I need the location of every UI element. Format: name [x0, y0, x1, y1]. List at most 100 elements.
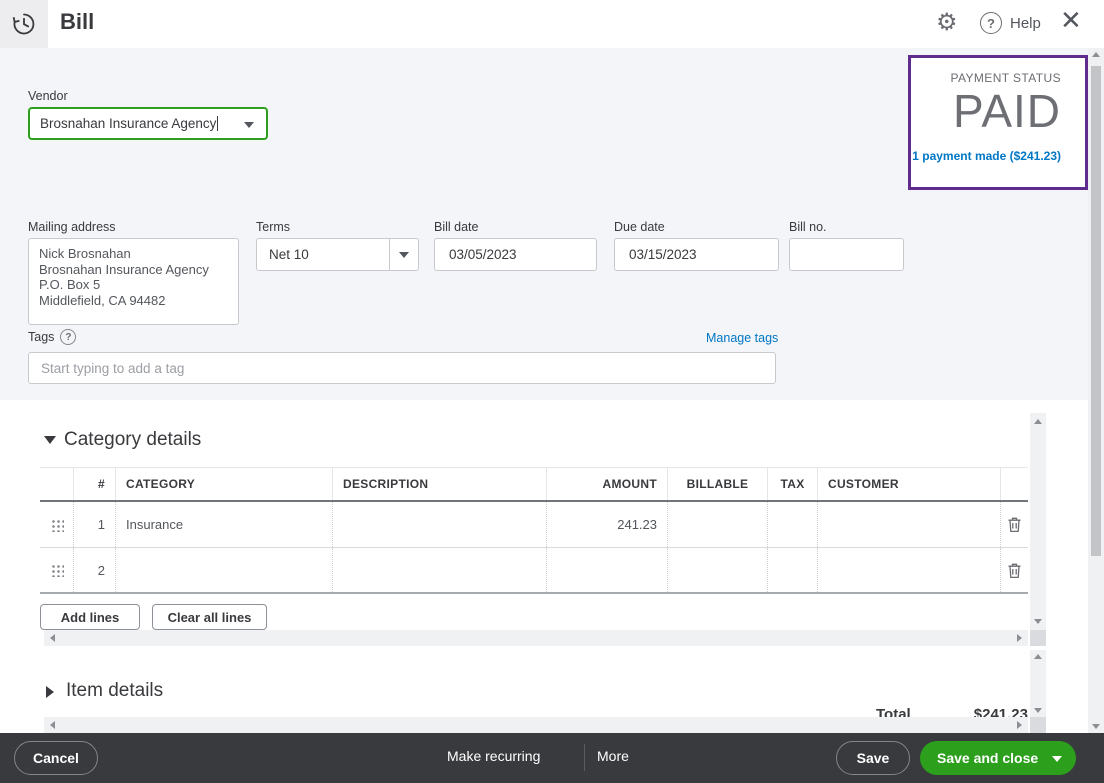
- due-date-field[interactable]: 03/15/2023: [614, 238, 779, 271]
- tags-input[interactable]: [28, 352, 776, 384]
- clear-all-lines-button[interactable]: Clear all lines: [152, 604, 267, 630]
- tax-cell[interactable]: [767, 548, 817, 592]
- scroll-left-icon: [50, 634, 55, 642]
- category-horizontal-scrollbar[interactable]: [44, 630, 1028, 646]
- delete-row-button[interactable]: [1000, 548, 1028, 592]
- footer-divider: [584, 744, 585, 771]
- page-scrollbar-thumb[interactable]: [1091, 66, 1101, 556]
- tags-label: Tags: [28, 330, 55, 344]
- vendor-label: Vendor: [28, 89, 68, 103]
- page-title: Bill: [60, 9, 95, 34]
- tags-help-icon[interactable]: ?: [60, 329, 77, 345]
- description-cell[interactable]: [332, 548, 546, 592]
- vendor-combobox[interactable]: Brosnahan Insurance Agency: [28, 107, 268, 140]
- item-details-title[interactable]: Item details: [66, 680, 164, 701]
- column-header-num: #: [73, 468, 115, 500]
- row-number: 2: [73, 548, 115, 592]
- bill-date-field[interactable]: 03/05/2023: [434, 238, 597, 271]
- category-details-table: # CATEGORY DESCRIPTION AMOUNT BILLABLE T…: [40, 467, 1028, 594]
- payment-status-label: PAYMENT STATUS: [950, 71, 1061, 85]
- manage-tags-link[interactable]: Manage tags: [706, 331, 779, 345]
- drag-column-header: [40, 468, 73, 500]
- tags-label-row: Tags ?: [28, 329, 77, 345]
- table-header-row: # CATEGORY DESCRIPTION AMOUNT BILLABLE T…: [40, 467, 1028, 502]
- category-cell[interactable]: [115, 548, 332, 592]
- category-vertical-scrollbar[interactable]: [1030, 413, 1046, 630]
- mailing-address-field[interactable]: Nick Brosnahan Brosnahan Insurance Agenc…: [28, 238, 239, 325]
- form-header-section: [0, 48, 1088, 400]
- mailing-address-label: Mailing address: [28, 220, 116, 234]
- drag-handle-icon: [49, 563, 64, 577]
- action-bar: Cancel Make recurring More Save Save and…: [0, 733, 1104, 783]
- chevron-down-icon[interactable]: [244, 122, 254, 128]
- make-recurring-button[interactable]: Make recurring: [447, 748, 541, 764]
- scroll-down-icon: [1034, 708, 1042, 713]
- terms-label: Terms: [256, 220, 291, 234]
- save-and-close-label: Save and close: [937, 750, 1039, 766]
- category-details-collapse-icon[interactable]: [44, 436, 56, 444]
- add-lines-button[interactable]: Add lines: [40, 604, 140, 630]
- category-cell[interactable]: Insurance: [115, 502, 332, 547]
- billable-cell[interactable]: [667, 548, 767, 592]
- scroll-up-icon: [1034, 419, 1042, 424]
- column-header-customer: CUSTOMER: [817, 468, 1000, 500]
- scroll-right-icon: [1017, 634, 1022, 642]
- tax-cell[interactable]: [767, 502, 817, 547]
- row-drag-handle[interactable]: [40, 502, 73, 547]
- bill-no-label: Bill no.: [789, 220, 827, 234]
- amount-cell[interactable]: [546, 548, 667, 592]
- trash-icon: [1007, 562, 1022, 579]
- payments-made-link[interactable]: 1 payment made ($241.23): [912, 149, 1061, 163]
- trash-icon: [1007, 516, 1022, 533]
- column-header-description: DESCRIPTION: [332, 468, 546, 500]
- scroll-down-icon: [1092, 724, 1100, 729]
- bill-date-label: Bill date: [434, 220, 479, 234]
- help-label: Help: [1010, 14, 1041, 32]
- scroll-down-icon: [1034, 619, 1042, 624]
- history-clock-icon: [11, 11, 37, 37]
- scrollbar-corner: [1030, 630, 1046, 646]
- chevron-down-icon[interactable]: [1052, 756, 1062, 762]
- item-horizontal-scrollbar[interactable]: [44, 717, 1028, 733]
- save-and-close-button[interactable]: Save and close: [920, 741, 1076, 775]
- terms-select[interactable]: Net 10: [256, 238, 419, 271]
- column-header-amount: AMOUNT: [546, 468, 667, 500]
- item-vertical-scrollbar[interactable]: [1030, 650, 1046, 717]
- audit-history-button[interactable]: [0, 0, 48, 48]
- amount-cell[interactable]: 241.23: [546, 502, 667, 547]
- close-icon[interactable]: ✕: [1060, 6, 1082, 36]
- gear-icon[interactable]: ⚙: [936, 8, 958, 36]
- table-row: 2: [40, 548, 1028, 594]
- terms-dropdown-button[interactable]: [389, 239, 418, 270]
- description-cell[interactable]: [332, 502, 546, 547]
- cancel-button[interactable]: Cancel: [14, 741, 98, 775]
- help-icon: ?: [980, 12, 1002, 34]
- scroll-left-icon: [50, 721, 55, 729]
- delete-row-button[interactable]: [1000, 502, 1028, 547]
- help-button[interactable]: ? Help: [980, 12, 1041, 34]
- row-number: 1: [73, 502, 115, 547]
- scroll-right-icon: [1017, 721, 1022, 729]
- item-details-expand-icon[interactable]: [46, 686, 54, 698]
- scroll-up-icon: [1034, 654, 1042, 659]
- delete-column-header: [1000, 468, 1028, 500]
- row-drag-handle[interactable]: [40, 548, 73, 592]
- column-header-billable: BILLABLE: [667, 468, 767, 500]
- customer-cell[interactable]: [817, 502, 1000, 547]
- chevron-down-icon: [399, 251, 409, 258]
- column-header-category: CATEGORY: [115, 468, 332, 500]
- due-date-label: Due date: [614, 220, 665, 234]
- column-header-tax: TAX: [767, 468, 817, 500]
- category-details-title[interactable]: Category details: [64, 429, 202, 450]
- vendor-value: Brosnahan Insurance Agency: [40, 116, 217, 131]
- payment-status-box: PAYMENT STATUS PAID 1 payment made ($241…: [908, 55, 1088, 190]
- payment-status-value: PAID: [953, 85, 1061, 137]
- bill-no-field[interactable]: [789, 238, 904, 271]
- scrollbar-corner: [1030, 717, 1046, 733]
- more-button[interactable]: More: [597, 748, 629, 764]
- text-cursor: [217, 116, 219, 131]
- billable-cell[interactable]: [667, 502, 767, 547]
- customer-cell[interactable]: [817, 548, 1000, 592]
- save-button[interactable]: Save: [836, 741, 910, 775]
